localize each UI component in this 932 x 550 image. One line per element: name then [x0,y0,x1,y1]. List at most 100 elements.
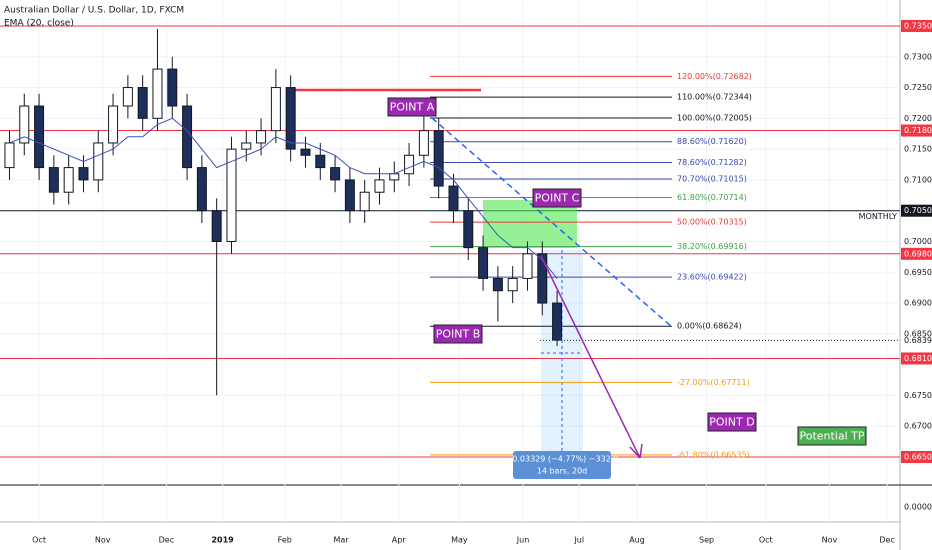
candle-body [48,167,59,193]
candle-body [152,68,163,119]
candle-body [330,167,341,181]
annotation-label: POINT C [535,192,580,205]
price-label-box [901,204,932,217]
x-tick-label: Aug [629,536,645,545]
x-tick-label: May [451,536,468,545]
x-tick-label: Oct [759,536,773,545]
annotation-box [532,188,582,208]
price-label-box [901,124,932,137]
fib-label: 50.00%(0.70315) [677,218,747,227]
fib-label: 88.60%(0.71620) [677,137,747,146]
price-label-box [901,19,932,32]
candle-body [359,191,370,212]
fib-label: 78.60%(0.71282) [677,158,747,167]
price-label-box [901,247,932,260]
price-line-name: MONTHLY [859,212,897,221]
fib-label: 110.00%(0.72344) [677,93,752,102]
indicator-label: EMA (20, close) [4,19,74,29]
annotation-label: POINT B [436,328,481,341]
candle-body [463,210,474,249]
candle-body [478,247,489,279]
candle-body [492,277,503,292]
fib-label: 70.70%(0.71015) [677,174,747,183]
measure-label: −0.03329 (−4.77%) −332.9 [506,455,619,464]
candle-body [34,105,45,169]
current-price-label: 0.68393 [904,336,932,345]
candle-body [182,105,193,169]
fib-label: -27.00%(0.67711) [677,378,750,387]
trend-line [431,117,673,328]
projection-arrow [540,255,641,459]
arrow-head [629,443,643,459]
candle-body [19,105,30,144]
x-tick-label: Nov [822,536,838,545]
x-tick-label: Sep [699,536,714,545]
ema-line [9,117,558,279]
fib-label: 61.80%(0.70714) [677,193,747,202]
x-tick-label: Oct [32,536,46,545]
candle-body [211,210,222,242]
candle-body [137,87,148,119]
candle-body [344,179,355,212]
price-label: 0.71802 [904,126,932,135]
candle-body [389,173,400,181]
price-label-box [901,450,932,463]
candle-body [122,87,133,107]
y-tick-label: 0.67000 [904,422,932,431]
candle-body [418,130,429,156]
x-tick-label: Dec [879,536,894,545]
annotation-box [707,412,757,432]
candle-body [537,253,548,304]
candle-body [433,130,444,187]
fib-label: 0.00%(0.68624) [677,322,742,331]
candle-body [78,167,89,181]
candle-body [300,148,311,156]
fib-label: 23.60%(0.69422) [677,273,747,282]
candle-body [226,148,237,242]
candle-body [63,167,74,193]
fib-label: -61.80%(0.66535) [677,450,750,459]
candle-body [196,167,207,212]
price-label-box [901,352,932,365]
x-tick-label: Jun [516,536,530,545]
candle-body [167,68,178,107]
candle-body [374,179,385,193]
price-label: 0.70500 [904,206,932,215]
x-tick-label: Apr [392,536,407,545]
annotation-label: Potential TP [799,430,864,443]
x-tick-label: 2019 [211,536,234,545]
candle-body [270,87,281,132]
candle-body [448,185,459,212]
candle-body [93,142,104,181]
candle-body [256,130,267,144]
x-tick-label: Dec [159,536,174,545]
zone [483,200,577,248]
candle-body [507,277,518,292]
candle-body [285,87,296,150]
candle-body [404,154,415,175]
fib-label: 38.20%(0.69916) [677,242,747,251]
annotation-box [387,97,437,117]
annotation-box [433,324,483,344]
x-tick-label: Jul [573,536,584,545]
annotation-label: POINT A [390,101,435,114]
fib-label: 120.00%(0.72682) [677,72,752,81]
fib-label: 100.00%(0.72005) [677,114,752,123]
candle-body [522,253,533,279]
annotation-box [797,426,867,446]
